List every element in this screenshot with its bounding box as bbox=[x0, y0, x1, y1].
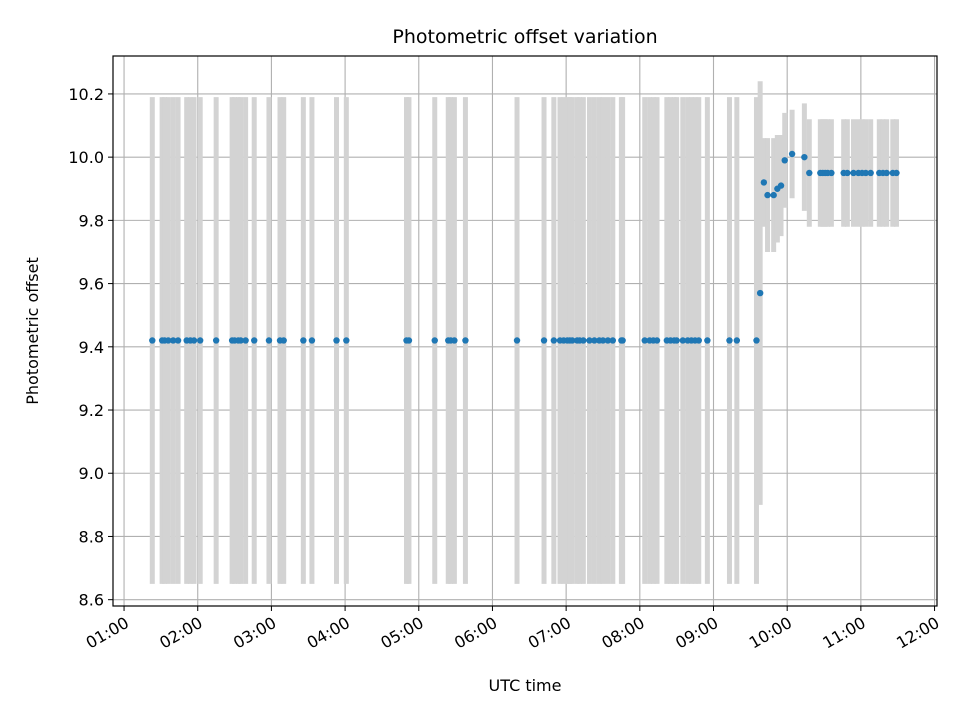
x-tick-label: 09:00 bbox=[672, 613, 721, 653]
y-tick-label: 9.6 bbox=[79, 275, 104, 294]
data-point bbox=[431, 337, 438, 344]
data-point bbox=[586, 337, 593, 344]
data-point bbox=[169, 337, 177, 344]
data-point bbox=[777, 182, 785, 189]
data-point bbox=[862, 169, 869, 177]
data-point bbox=[764, 191, 771, 199]
data-point bbox=[333, 337, 340, 344]
data-point bbox=[237, 337, 244, 344]
x-tick-label: 12:00 bbox=[893, 613, 942, 653]
data-point bbox=[343, 337, 350, 344]
x-tick-label: 06:00 bbox=[451, 613, 500, 653]
chart-title: Photometric offset variation bbox=[392, 26, 657, 48]
x-tick-label: 07:00 bbox=[525, 613, 574, 653]
x-axis-label: UTC time bbox=[489, 676, 562, 695]
y-tick-label: 9.4 bbox=[79, 338, 104, 357]
data-point bbox=[609, 337, 617, 344]
data-point bbox=[653, 337, 661, 344]
x-axis: 01:00 02:00 03:00 04:00 05:00 06:00 07:00 08:00… bbox=[83, 606, 943, 653]
data-point bbox=[591, 337, 598, 344]
data-points bbox=[149, 150, 900, 344]
data-point bbox=[190, 337, 198, 344]
data-point bbox=[280, 337, 287, 344]
data-point bbox=[806, 169, 813, 177]
data-point bbox=[760, 179, 768, 186]
data-point bbox=[550, 337, 558, 344]
data-point bbox=[251, 337, 258, 344]
data-point bbox=[604, 337, 612, 344]
data-point bbox=[828, 169, 835, 177]
data-point bbox=[451, 337, 458, 344]
y-tick-label: 8.8 bbox=[79, 527, 104, 546]
y-axis: 8.6 8.8 9.0 9.2 9.4 9.6 9.8 10.0 10.2 bbox=[68, 85, 113, 610]
data-point bbox=[844, 169, 851, 177]
data-point bbox=[265, 337, 273, 344]
data-point bbox=[149, 337, 156, 344]
data-point bbox=[850, 169, 857, 177]
y-tick-label: 10.0 bbox=[68, 148, 104, 167]
data-point bbox=[770, 191, 777, 199]
x-tick-label: 11:00 bbox=[819, 613, 868, 653]
data-point bbox=[679, 337, 687, 344]
x-tick-label: 02:00 bbox=[156, 613, 205, 653]
y-tick-label: 10.2 bbox=[68, 85, 104, 104]
data-point bbox=[619, 337, 626, 344]
y-tick-label: 9.0 bbox=[79, 464, 104, 483]
data-point bbox=[781, 157, 788, 164]
data-point bbox=[300, 337, 307, 344]
x-tick-label: 01:00 bbox=[83, 613, 132, 653]
data-point bbox=[704, 337, 711, 344]
data-point bbox=[580, 337, 587, 344]
data-point bbox=[513, 337, 521, 344]
x-tick-label: 04:00 bbox=[304, 613, 353, 653]
plot-frame bbox=[112, 55, 938, 607]
data-point bbox=[540, 337, 548, 344]
data-point bbox=[867, 169, 874, 177]
y-tick-label: 9.8 bbox=[79, 211, 104, 230]
data-point bbox=[673, 337, 680, 344]
data-point bbox=[174, 337, 182, 344]
data-point bbox=[695, 337, 702, 344]
data-point bbox=[788, 150, 796, 158]
data-point bbox=[599, 337, 607, 344]
data-point bbox=[641, 337, 648, 344]
data-point bbox=[196, 337, 204, 344]
data-point bbox=[242, 337, 249, 344]
data-point bbox=[405, 337, 413, 344]
data-point bbox=[726, 337, 733, 344]
x-tick-label: 08:00 bbox=[598, 613, 647, 653]
x-tick-label: 05:00 bbox=[377, 613, 426, 653]
data-point bbox=[569, 337, 576, 344]
data-point bbox=[462, 337, 469, 344]
data-point bbox=[756, 289, 764, 297]
y-tick-label: 8.6 bbox=[79, 591, 104, 610]
y-tick-label: 9.2 bbox=[79, 401, 104, 420]
x-tick-label: 03:00 bbox=[230, 613, 279, 653]
data-point bbox=[212, 337, 220, 344]
data-point bbox=[733, 337, 741, 344]
y-axis-label: Photometric offset bbox=[23, 257, 42, 405]
data-point bbox=[308, 337, 316, 344]
data-point bbox=[883, 169, 890, 177]
data-point bbox=[893, 169, 900, 177]
data-point bbox=[753, 337, 760, 344]
data-point bbox=[801, 153, 808, 161]
x-tick-label: 10:00 bbox=[746, 613, 795, 653]
data-point bbox=[165, 337, 172, 344]
